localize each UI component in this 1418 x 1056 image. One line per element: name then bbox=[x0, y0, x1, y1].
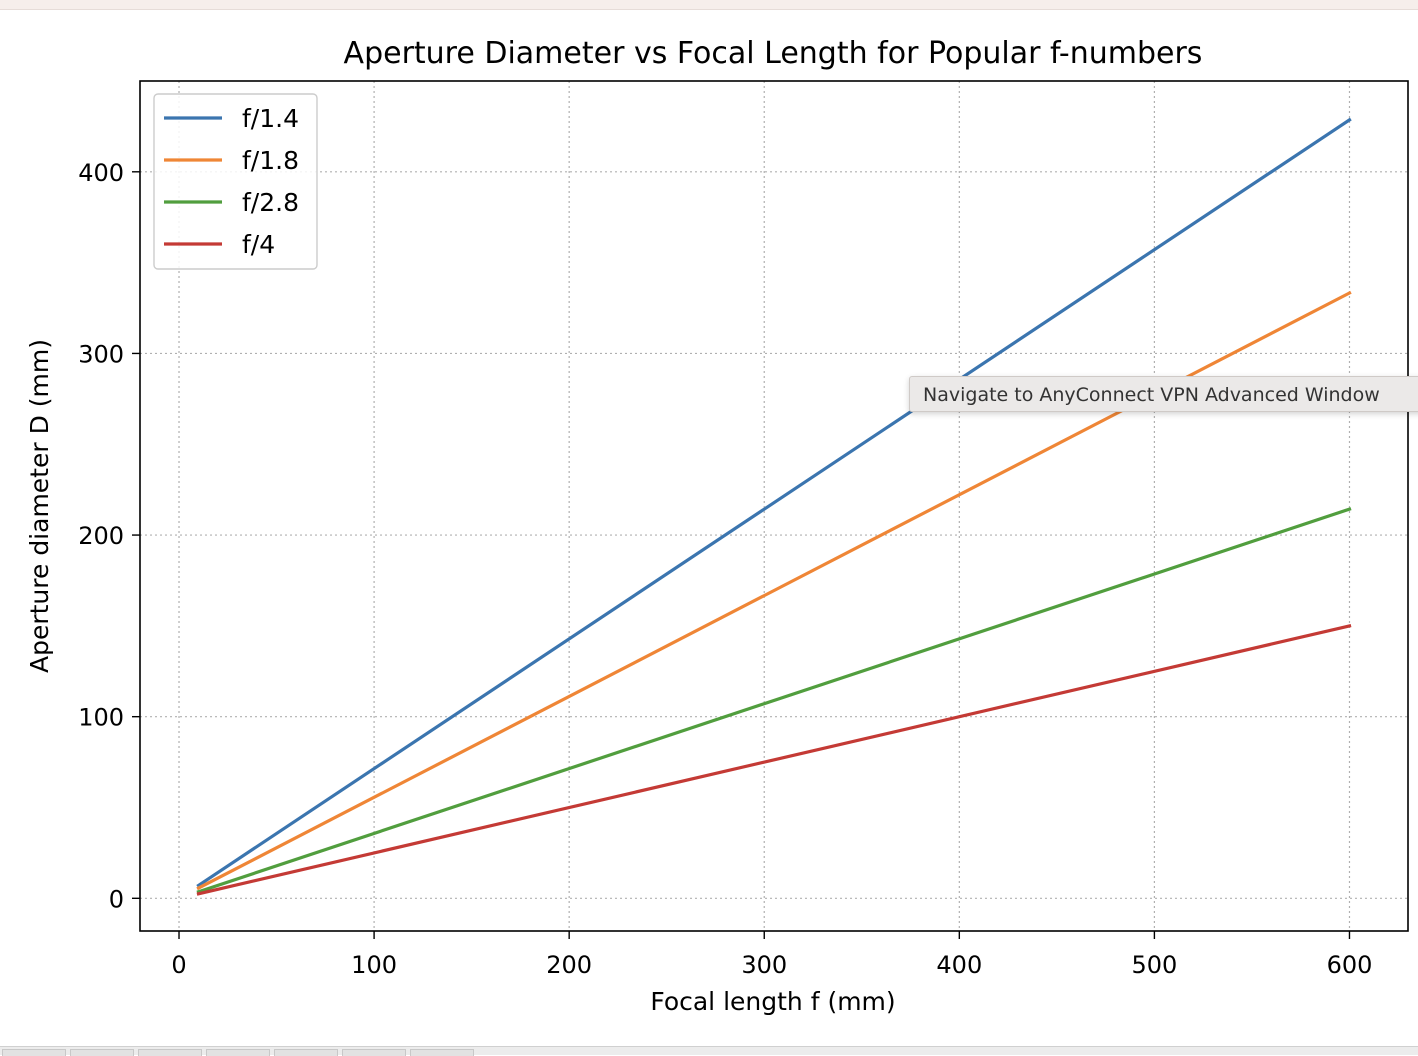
bottom-tab-3 bbox=[138, 1049, 202, 1056]
x-tick-label: 0 bbox=[171, 951, 186, 979]
grid-lines bbox=[140, 81, 1408, 931]
x-tick-label: 500 bbox=[1131, 951, 1177, 979]
top-window-strip bbox=[0, 0, 1418, 10]
tooltip-text: Navigate to AnyConnect VPN Advanced Wind… bbox=[923, 384, 1380, 406]
legend-label: f/1.8 bbox=[242, 146, 299, 175]
legend-label: f/2.8 bbox=[242, 188, 299, 217]
y-axis-label: Aperture diameter D (mm) bbox=[25, 339, 54, 673]
legend: f/1.4 f/1.8 f/2.8 f/4 bbox=[153, 93, 318, 270]
y-tick-label: 100 bbox=[78, 704, 124, 732]
bottom-tab-4 bbox=[206, 1049, 270, 1056]
legend-label: f/4 bbox=[242, 230, 275, 259]
x-tick-label: 200 bbox=[546, 951, 592, 979]
y-tick-label: 300 bbox=[78, 340, 124, 368]
y-tick-label: 0 bbox=[109, 885, 124, 913]
bottom-window-strip bbox=[0, 1046, 1418, 1056]
bottom-tab-5 bbox=[274, 1049, 338, 1056]
tooltip: Navigate to AnyConnect VPN Advanced Wind… bbox=[909, 376, 1418, 412]
bottom-tab-1 bbox=[2, 1049, 66, 1056]
legend-box bbox=[153, 93, 318, 270]
series-line-f28 bbox=[196, 507, 1352, 894]
x-axis-label: Focal length f (mm) bbox=[650, 987, 895, 1016]
y-tick-label: 200 bbox=[78, 522, 124, 550]
series-line-f14 bbox=[196, 117, 1352, 888]
axis-ticks: 0 100 200 300 400 500 600 0 100 200 300 400 bbox=[78, 159, 1372, 979]
y-tick-label: 400 bbox=[78, 159, 124, 187]
series-line-f4 bbox=[196, 623, 1352, 896]
chart-title: Aperture Diameter vs Focal Length for Po… bbox=[344, 36, 1203, 71]
plot-area-frame bbox=[139, 80, 1409, 932]
x-tick-label: 100 bbox=[351, 951, 397, 979]
legend-label: f/1.4 bbox=[242, 104, 299, 133]
x-tick-label: 600 bbox=[1327, 951, 1373, 979]
series-lines bbox=[196, 117, 1352, 896]
x-tick-label: 300 bbox=[741, 951, 787, 979]
bottom-tab-6 bbox=[342, 1049, 406, 1056]
bottom-tab-7 bbox=[410, 1049, 474, 1056]
x-tick-label: 400 bbox=[936, 951, 982, 979]
bottom-tab-2 bbox=[70, 1049, 134, 1056]
